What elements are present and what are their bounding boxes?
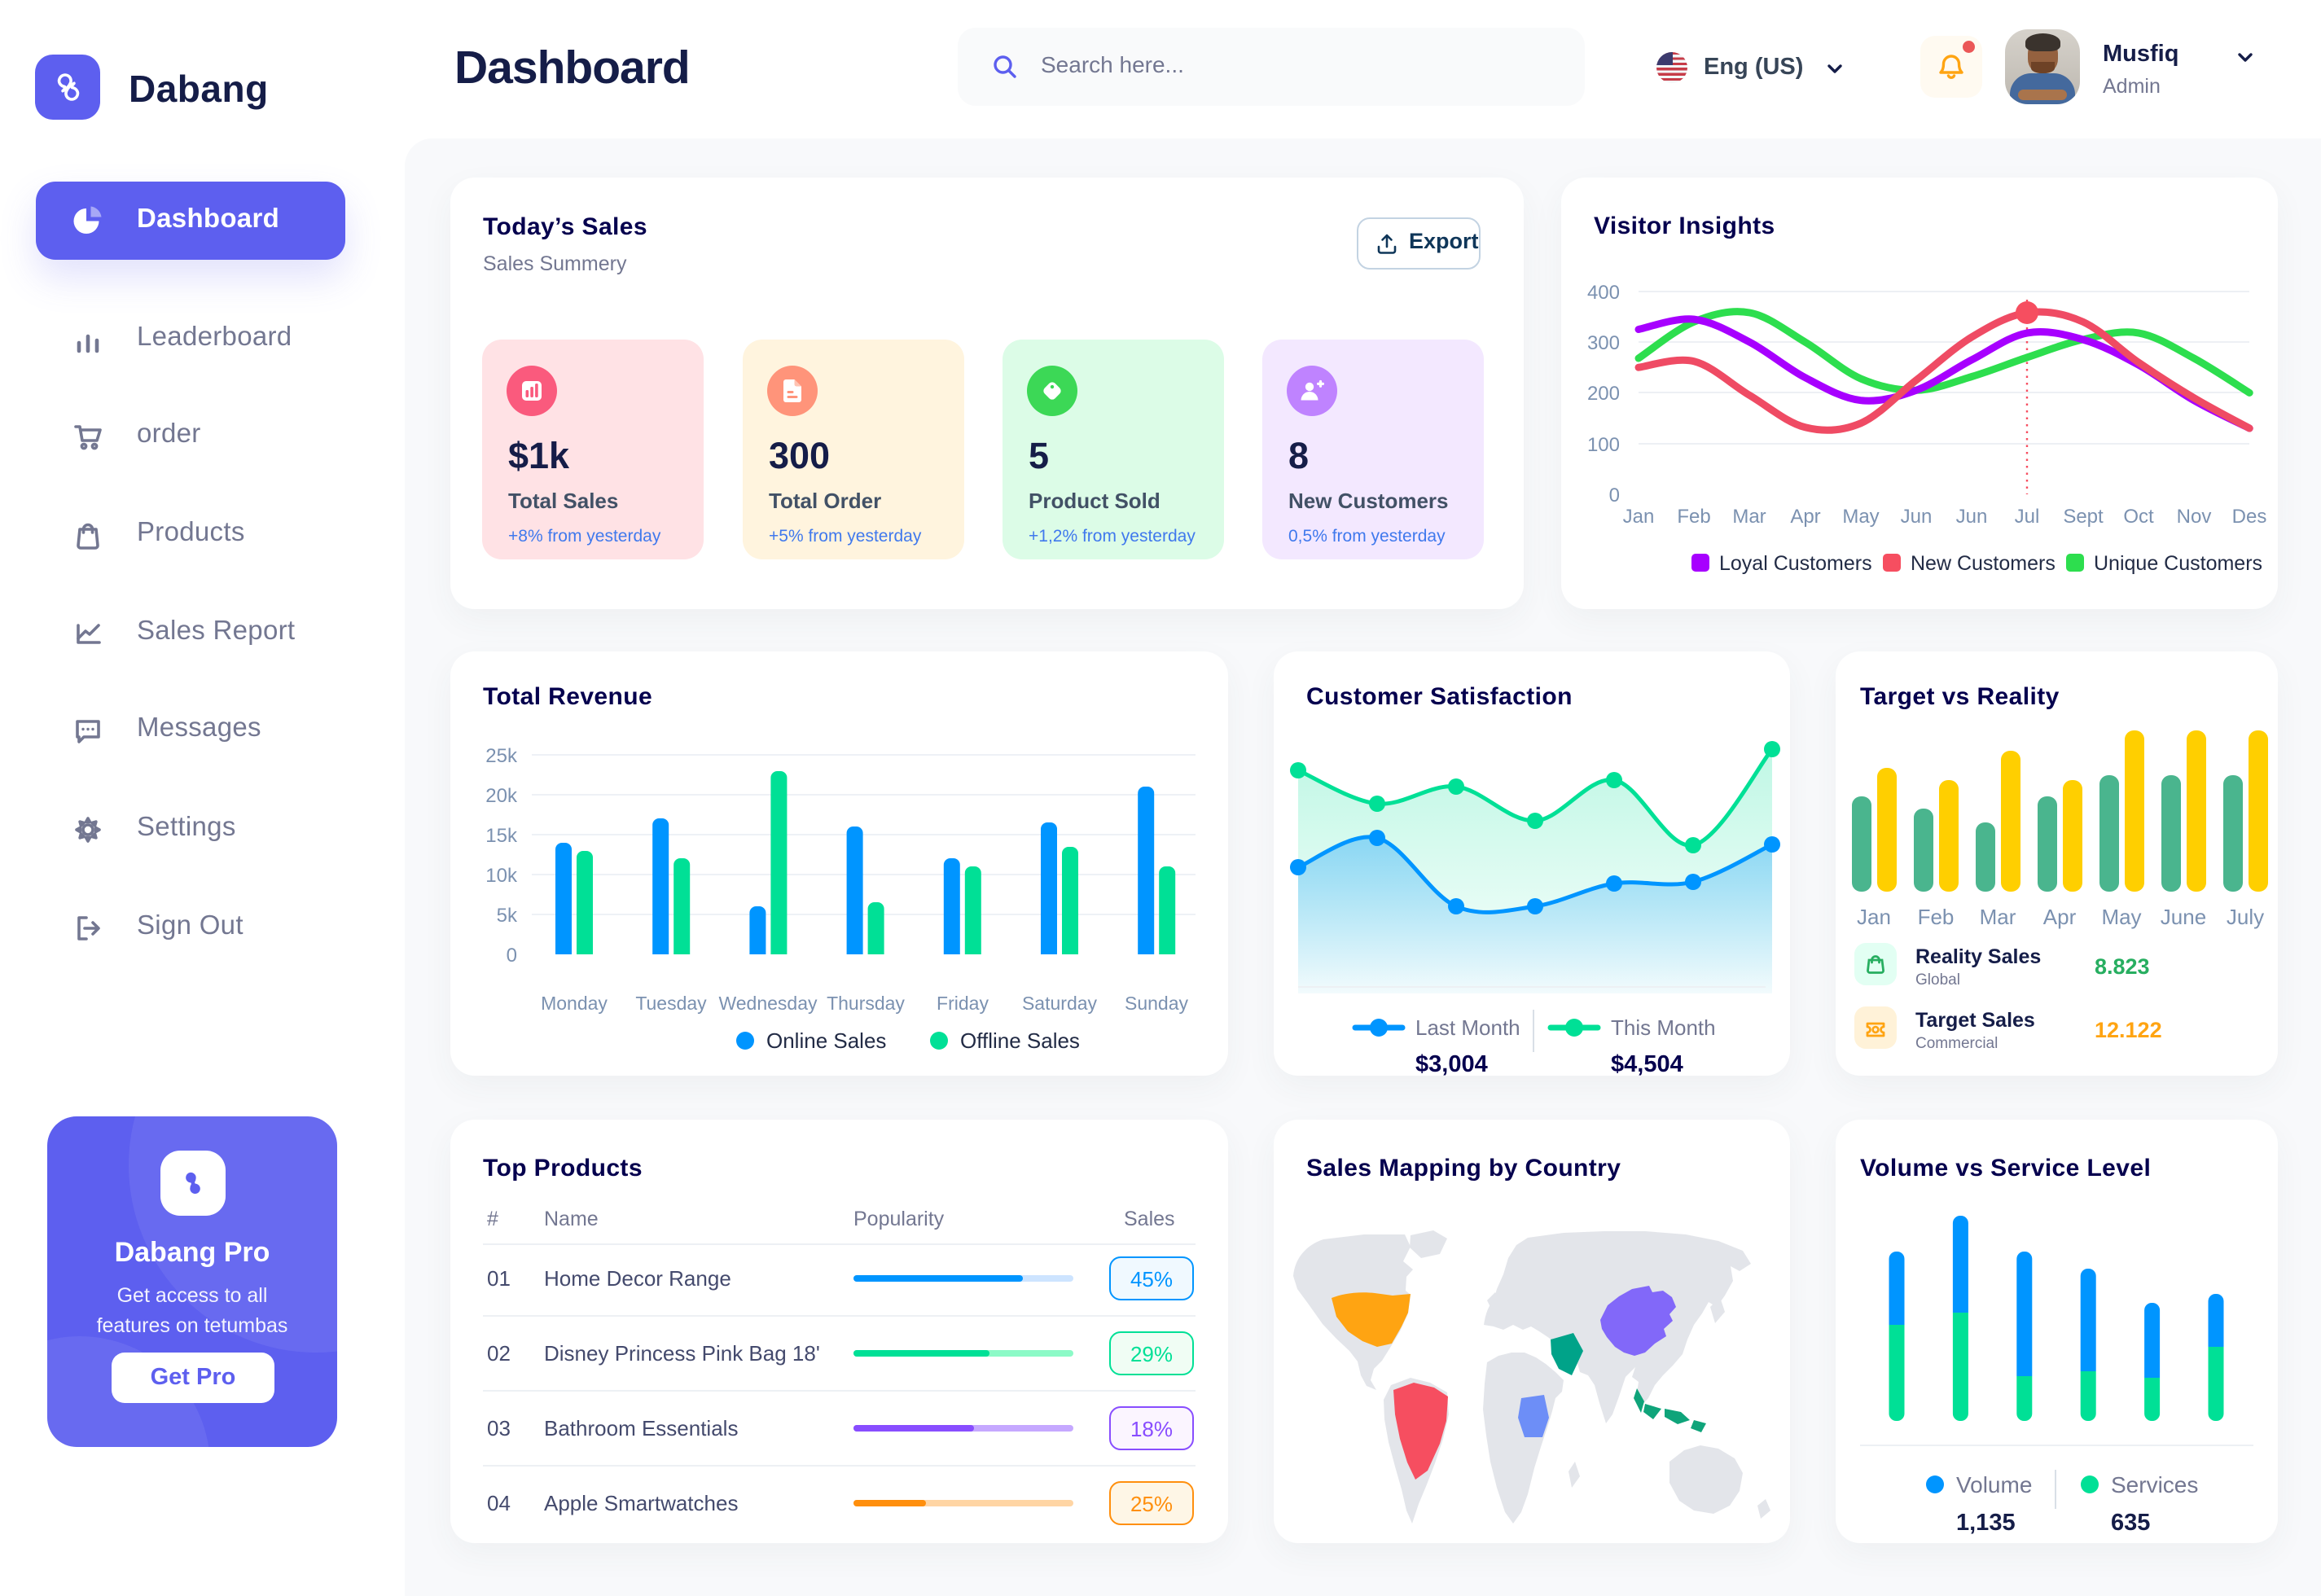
svg-text:400: 400 xyxy=(1587,282,1620,304)
svg-text:Mar: Mar xyxy=(1732,506,1766,528)
svg-text:Jun: Jun xyxy=(1956,506,1988,528)
svg-text:Tuesday: Tuesday xyxy=(635,993,707,1014)
svg-text:June: June xyxy=(2161,905,2206,929)
svg-text:0: 0 xyxy=(1609,484,1620,506)
svg-text:Offline Sales: Offline Sales xyxy=(960,1028,1080,1053)
svg-text:Loyal Customers: Loyal Customers xyxy=(1719,552,1872,575)
svg-text:Nov: Nov xyxy=(2177,506,2212,528)
svg-text:Jan: Jan xyxy=(1857,905,1891,929)
svg-text:Feb: Feb xyxy=(1918,905,1955,929)
svg-text:Apr: Apr xyxy=(2043,905,2077,929)
svg-text:New Customers: New Customers xyxy=(1911,552,2056,575)
svg-text:Jul: Jul xyxy=(2015,506,2040,528)
svg-text:$3,004: $3,004 xyxy=(1415,1051,1488,1076)
svg-text:Apr: Apr xyxy=(1790,506,1820,528)
svg-text:Oct: Oct xyxy=(2123,506,2154,528)
svg-text:May: May xyxy=(1842,506,1879,528)
svg-text:5k: 5k xyxy=(497,905,518,927)
svg-text:$4,504: $4,504 xyxy=(1611,1051,1683,1076)
svg-text:Wednesday: Wednesday xyxy=(718,993,818,1014)
svg-text:This Month: This Month xyxy=(1611,1015,1716,1040)
svg-text:July: July xyxy=(2227,905,2264,929)
svg-text:1,135: 1,135 xyxy=(1956,1510,2016,1536)
svg-text:Jun: Jun xyxy=(1901,506,1933,528)
svg-text:Last Month: Last Month xyxy=(1415,1015,1520,1040)
svg-text:Thursday: Thursday xyxy=(827,993,905,1014)
svg-text:25k: 25k xyxy=(485,745,518,767)
svg-text:May: May xyxy=(2101,905,2141,929)
svg-text:Feb: Feb xyxy=(1677,506,1710,528)
svg-text:Mar: Mar xyxy=(1980,905,2016,929)
svg-text:300: 300 xyxy=(1587,332,1620,354)
svg-text:Saturday: Saturday xyxy=(1022,993,1098,1014)
svg-text:10k: 10k xyxy=(485,865,518,887)
svg-text:Friday: Friday xyxy=(937,993,989,1014)
svg-text:20k: 20k xyxy=(485,785,518,807)
svg-text:Volume: Volume xyxy=(1956,1472,2032,1497)
svg-text:Jan: Jan xyxy=(1623,506,1655,528)
svg-text:Monday: Monday xyxy=(541,993,608,1014)
svg-text:100: 100 xyxy=(1587,434,1620,456)
svg-text:Unique Customers: Unique Customers xyxy=(2094,552,2262,575)
svg-text:Online Sales: Online Sales xyxy=(766,1028,886,1053)
svg-text:Des: Des xyxy=(2232,506,2267,528)
svg-text:15k: 15k xyxy=(485,825,518,847)
svg-text:635: 635 xyxy=(2111,1510,2150,1536)
svg-text:Services: Services xyxy=(2111,1472,2198,1497)
svg-text:200: 200 xyxy=(1587,383,1620,405)
svg-text:0: 0 xyxy=(507,945,517,967)
svg-text:Sunday: Sunday xyxy=(1125,993,1189,1014)
svg-text:Sept: Sept xyxy=(2063,506,2104,528)
